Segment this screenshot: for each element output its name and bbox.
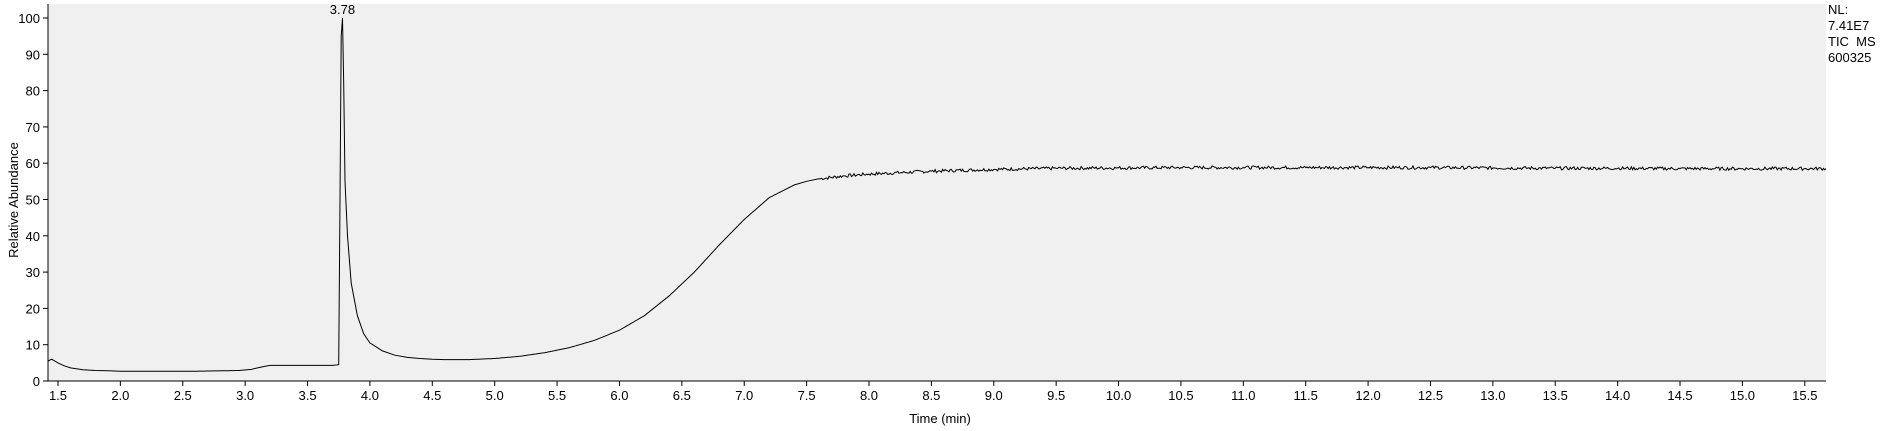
- x-tick-label: 11.0: [1231, 388, 1255, 403]
- y-tick-label: 70: [26, 120, 40, 135]
- x-tick-label: 4.0: [361, 388, 379, 403]
- x-axis-title: Time (min): [909, 411, 971, 426]
- x-tick-label: 7.5: [798, 388, 816, 403]
- peak-label: 3.78: [330, 2, 355, 17]
- y-ticks: 0 10 20 30 40 50 60 70 80 90 100: [18, 11, 48, 389]
- info-box: NL: 7.41E7 TIC MS 600325: [1828, 2, 1876, 65]
- info-line-1: NL:: [1828, 2, 1848, 17]
- x-tick-label: 2.5: [174, 388, 192, 403]
- x-tick-label: 13.0: [1480, 388, 1505, 403]
- x-tick-label: 6.5: [673, 388, 691, 403]
- x-tick-label: 10.5: [1168, 388, 1193, 403]
- x-tick-label: 11.5: [1294, 388, 1318, 403]
- y-tick-label: 30: [26, 265, 40, 280]
- info-line-3: TIC MS: [1828, 34, 1876, 49]
- x-tick-label: 9.0: [985, 388, 1003, 403]
- x-tick-label: 14.5: [1667, 388, 1692, 403]
- x-tick-label: 8.0: [860, 388, 878, 403]
- y-tick-label: 50: [26, 193, 40, 208]
- x-tick-label: 12.5: [1418, 388, 1443, 403]
- y-axis-title: Relative Abundance: [6, 142, 21, 258]
- x-tick-label: 8.5: [922, 388, 940, 403]
- plot-background: [48, 4, 1826, 381]
- x-tick-label: 4.5: [423, 388, 441, 403]
- y-tick-label: 0: [33, 374, 40, 389]
- x-tick-label: 7.0: [735, 388, 753, 403]
- x-tick-label: 6.0: [610, 388, 628, 403]
- info-line-4: 600325: [1828, 50, 1871, 65]
- x-tick-label: 15.0: [1730, 388, 1755, 403]
- x-tick-label: 10.0: [1106, 388, 1131, 403]
- x-tick-label: 3.5: [298, 388, 316, 403]
- data-line: [47, 17, 1827, 372]
- x-tick-label: 15.5: [1792, 388, 1817, 403]
- info-line-2: 7.41E7: [1828, 18, 1869, 33]
- x-tick-label: 13.5: [1543, 388, 1568, 403]
- x-tick-label: 14.0: [1605, 388, 1630, 403]
- y-tick-label: 80: [26, 84, 40, 99]
- x-tick-label: 5.5: [548, 388, 566, 403]
- y-tick-label: 60: [26, 156, 40, 171]
- y-tick-label: 40: [26, 229, 40, 244]
- y-tick-label: 100: [18, 11, 40, 26]
- y-tick-label: 90: [26, 47, 40, 62]
- x-ticks: 1.5 2.0 2.5 3.0 3.5 4.0 4.5 5.0 5.5 6.0 6.5 7.0 7.5 8…: [49, 381, 1817, 403]
- x-tick-label: 2.0: [111, 388, 129, 403]
- x-tick-label: 9.5: [1047, 388, 1065, 403]
- x-tick-label: 5.0: [486, 388, 504, 403]
- y-tick-label: 10: [26, 338, 40, 353]
- x-tick-label: 1.5: [49, 388, 67, 403]
- x-tick-label: 12.0: [1355, 388, 1380, 403]
- x-tick-label: 3.0: [236, 388, 254, 403]
- y-tick-label: 20: [26, 301, 40, 316]
